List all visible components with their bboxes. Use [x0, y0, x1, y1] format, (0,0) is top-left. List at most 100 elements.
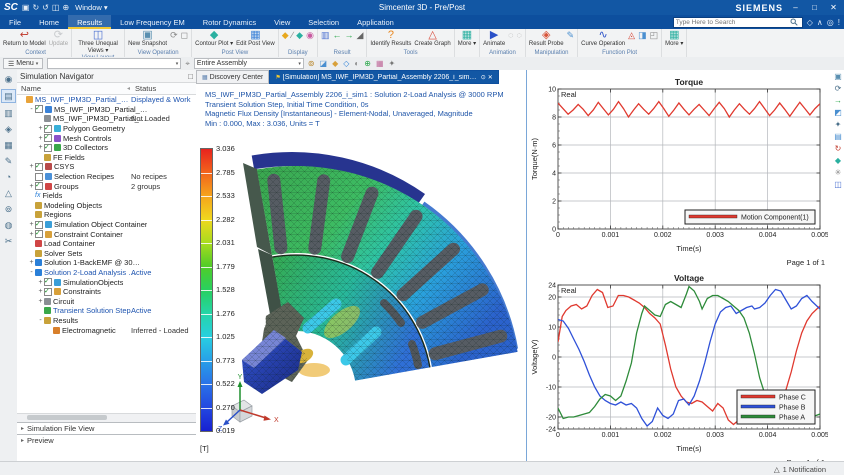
- tree-row[interactable]: Load Container: [17, 239, 196, 249]
- ribbon-tab-application[interactable]: Application: [348, 15, 403, 29]
- export-plot-icon[interactable]: ◰: [649, 30, 660, 40]
- qat-icon-4[interactable]: ⊕: [62, 3, 69, 12]
- tree-row[interactable]: Transient Solution StepActive: [17, 306, 196, 316]
- command-finder-icon[interactable]: !: [838, 18, 840, 27]
- expand-toggle[interactable]: +: [37, 144, 44, 151]
- navigator-column-headers[interactable]: Name ◂ Status: [17, 83, 196, 95]
- expand-toggle[interactable]: +: [28, 163, 35, 170]
- tree-row[interactable]: +Solution 1-BackEMF @ 3000 RPM: [17, 258, 196, 268]
- tree-row[interactable]: Selection RecipesNo recipes: [17, 172, 196, 182]
- simulation-navigator-icon[interactable]: ▤: [1, 89, 16, 103]
- tab-discovery-center[interactable]: ▦Discovery Center: [196, 70, 269, 84]
- ribbon-tab-results[interactable]: Results: [68, 15, 111, 29]
- minimize-ribbon-icon[interactable]: ∧: [817, 18, 823, 27]
- history-icon[interactable]: ◍: [2, 219, 15, 231]
- probe-icon[interactable]: ✦: [835, 120, 842, 129]
- xy-plot-icon[interactable]: ◬: [627, 30, 636, 40]
- visibility-checkbox[interactable]: [44, 134, 52, 142]
- tree-row[interactable]: +Mesh Controls: [17, 133, 196, 143]
- selection-scope-combo[interactable]: Entire Assembly▾: [194, 58, 304, 69]
- visibility-checkbox[interactable]: [44, 288, 52, 296]
- notifications-icon[interactable]: △: [2, 187, 15, 199]
- tree-row[interactable]: +CSYS: [17, 162, 196, 172]
- tree-row[interactable]: Solver Sets: [17, 249, 196, 259]
- result-probe-button[interactable]: ◈Result Probe: [528, 30, 565, 48]
- customize-icon[interactable]: ✂: [2, 235, 15, 247]
- edge-filter-icon[interactable]: ◇: [343, 60, 349, 68]
- frame-next-icon[interactable]: ◌: [516, 30, 523, 40]
- visibility-checkbox[interactable]: [35, 173, 43, 181]
- tree-row[interactable]: -Solution 2-Load Analysis @ 3000 RPMActi…: [17, 268, 196, 278]
- torque-chart[interactable]: 00.0010.0020.0030.0040.0050246810TorqueR…: [530, 73, 828, 253]
- menu-button[interactable]: ☰ Menu ▾: [3, 58, 43, 69]
- materials-icon[interactable]: ◔: [2, 171, 15, 183]
- section-icon[interactable]: ∕: [291, 30, 295, 40]
- edit-post-view-button[interactable]: ▦Edit Post View: [235, 30, 276, 48]
- minimize-button[interactable]: –: [789, 3, 802, 12]
- restore-button[interactable]: □: [808, 3, 821, 12]
- qat-icon-3[interactable]: ◫: [52, 3, 60, 12]
- ribbon-tab-file[interactable]: File: [0, 15, 30, 29]
- smooth-icon[interactable]: ◆: [835, 156, 841, 165]
- panel-undock-icon[interactable]: □: [188, 72, 193, 81]
- deform-icon[interactable]: ◆: [295, 30, 304, 40]
- selection-filter-combo[interactable]: ▾: [47, 58, 181, 69]
- scrollbar-thumb[interactable]: [27, 415, 107, 420]
- preview-section[interactable]: ▸Preview: [17, 434, 196, 446]
- qat-icon-0[interactable]: ▣: [22, 3, 30, 12]
- animate-button[interactable]: ▶Animate: [482, 30, 506, 48]
- qat-icon-2[interactable]: ↺: [42, 3, 49, 12]
- identify-results-button[interactable]: ?Identify Results: [369, 30, 412, 48]
- next-result-icon[interactable]: →: [343, 30, 354, 40]
- curve-operation-button[interactable]: ∿Curve Operation: [580, 30, 626, 48]
- fit-view-icon[interactable]: ⟳: [169, 30, 179, 40]
- tree-row[interactable]: +Circuit: [17, 296, 196, 306]
- pan-view-icon[interactable]: ◻: [180, 30, 189, 40]
- snapshot-icon[interactable]: ▣: [834, 72, 842, 81]
- tree-row[interactable]: -MS_IWF_IPM3D_Partial_Assembly 2206_i...: [17, 105, 196, 115]
- visibility-checkbox[interactable]: [44, 278, 52, 286]
- overlay-plot-icon[interactable]: ◨: [637, 30, 648, 40]
- expand-toggle[interactable]: +: [28, 183, 35, 190]
- tree-row[interactable]: fxFields: [17, 191, 196, 201]
- ribbon-tab-low-frequency-em[interactable]: Low Frequency EM: [111, 15, 194, 29]
- tree-row[interactable]: FE Fields: [17, 153, 196, 163]
- tree-row[interactable]: Modeling Objects: [17, 201, 196, 211]
- tree-row[interactable]: +SimulationObjects: [17, 277, 196, 287]
- graphics-viewport[interactable]: ▦Discovery Center⚑[Simulation] MS_IWF_IP…: [196, 70, 526, 461]
- grid-icon[interactable]: ▦: [376, 60, 384, 68]
- simulation-file-view-section[interactable]: ▸Simulation File View: [17, 422, 196, 434]
- tab-simulation-active[interactable]: ⚑[Simulation] MS_IWF_IPM3D_Partial_Assem…: [269, 70, 498, 84]
- search-box[interactable]: [673, 17, 803, 28]
- create-graph-button[interactable]: △Create Graph: [413, 30, 451, 48]
- tree-row[interactable]: +3D Collectors: [17, 143, 196, 153]
- three-unequal-views-button[interactable]: ◫Three Unequal Views ▾: [74, 30, 122, 54]
- ribbon-tab-selection[interactable]: Selection: [299, 15, 348, 29]
- fullscreen-icon[interactable]: ◇: [807, 18, 813, 27]
- animate-icon[interactable]: ✳: [835, 168, 842, 177]
- model-views-icon[interactable]: ✎: [2, 155, 15, 167]
- frame-prev-icon[interactable]: ◌: [507, 30, 514, 40]
- snap-toggle-icon[interactable]: ⌖: [185, 60, 190, 68]
- more-button[interactable]: ▦More ▾: [457, 30, 477, 48]
- visibility-checkbox[interactable]: [35, 182, 43, 190]
- more-button[interactable]: ▦More ▾: [664, 30, 684, 48]
- ribbon-tab-home[interactable]: Home: [30, 15, 68, 29]
- face-filter-icon[interactable]: ◪: [320, 60, 328, 68]
- tab-close-icon[interactable]: ✕: [488, 74, 493, 81]
- show-hide-icon[interactable]: ◐: [354, 60, 359, 68]
- update-display-icon[interactable]: ⟳: [835, 84, 842, 93]
- expand-toggle[interactable]: -: [28, 269, 35, 276]
- xy-function-navigator-icon[interactable]: ◈: [2, 123, 15, 135]
- tree-row[interactable]: Regions: [17, 210, 196, 220]
- visibility-checkbox[interactable]: [35, 163, 43, 171]
- tree-row[interactable]: ElectromagneticInferred - Loaded: [17, 325, 196, 335]
- tree-row[interactable]: +Polygon Geometry: [17, 124, 196, 134]
- web-browser-icon[interactable]: ⊚: [2, 203, 15, 215]
- expand-toggle[interactable]: +: [37, 279, 44, 286]
- part-navigator-icon[interactable]: ◉: [2, 73, 15, 85]
- visibility-checkbox[interactable]: [44, 125, 52, 133]
- expand-toggle[interactable]: +: [37, 135, 44, 142]
- visibility-checkbox[interactable]: [35, 230, 43, 238]
- expand-toggle[interactable]: +: [37, 288, 44, 295]
